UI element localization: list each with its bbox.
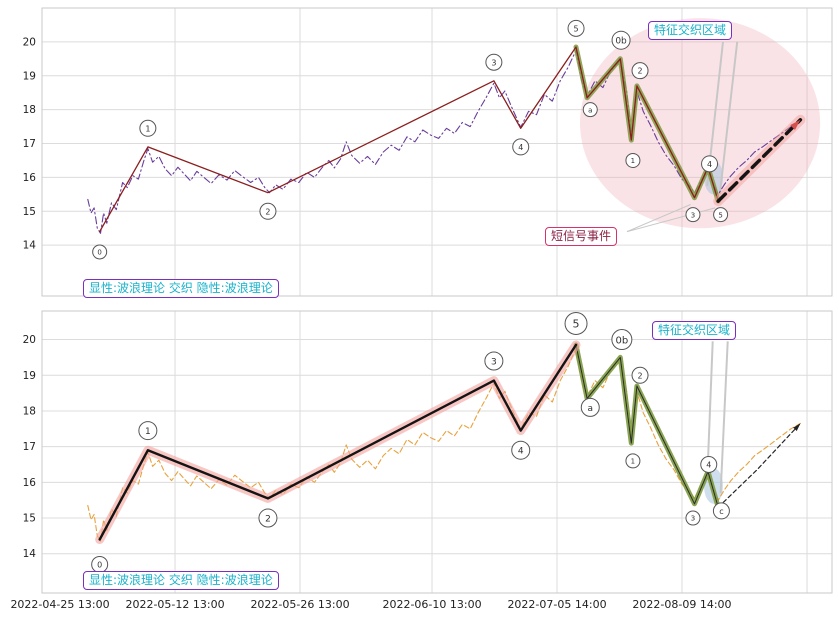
wave-marker	[611, 30, 631, 50]
wave-marker	[564, 311, 588, 335]
callout-line	[706, 341, 714, 461]
callout-line	[626, 204, 691, 233]
wave-marker-label: 2	[637, 67, 642, 76]
plot-background	[42, 8, 832, 296]
feature-zone-ellipse	[579, 18, 821, 229]
callout-line	[718, 41, 739, 195]
wave-marker	[685, 510, 701, 526]
wave-marker-label: 1	[145, 124, 150, 133]
wave-marker	[712, 502, 730, 520]
wave-marker	[139, 119, 157, 137]
top-panel-chart: 14 15 16 17 18 19 20 0 1 2 3 4 5 a 0b 2 1 3 4 5	[23, 7, 833, 297]
wave-marker	[611, 329, 633, 351]
wave-marker	[700, 455, 718, 473]
wave-marker-label: 5	[573, 318, 580, 331]
wave-marker-label: 0	[97, 560, 102, 569]
explicit-wave	[99, 46, 719, 233]
projection-arrowhead	[790, 119, 801, 130]
wave-marker	[484, 351, 504, 371]
wave-marker-label: a	[588, 404, 594, 414]
wave-marker	[701, 155, 719, 173]
x-tick-label: 2022-08-09 14:00	[632, 598, 732, 611]
wave-marker	[685, 207, 701, 223]
wave-marker-label: 4	[706, 461, 711, 470]
wave-marker	[511, 440, 531, 460]
x-tick-label: 2022-07-05 14:00	[507, 598, 607, 611]
projection-arrowhead	[793, 423, 801, 431]
wave-marker-label: 5	[573, 24, 578, 33]
wave-marker-label: a	[588, 106, 592, 114]
wave-marker	[713, 207, 729, 223]
bottom-panel-chart: 14 15 16 17 18 19 20 0 1 2 3 4 5 a 0b 2 1 3 4 c	[23, 310, 833, 594]
y-tick-label: 14	[23, 240, 37, 252]
wave-marker	[582, 102, 598, 118]
wave-marker	[138, 421, 158, 441]
wave-marker-label: 3	[691, 515, 695, 523]
wave-marker-label: 1	[145, 427, 151, 437]
wave-marker	[580, 397, 600, 417]
wave-marker	[631, 62, 649, 80]
y-tick-label: 15	[23, 513, 36, 525]
legend-label-top: 显性:波浪理论 交织 隐性:波浪理论	[83, 279, 279, 298]
plot-frame	[41, 310, 833, 594]
legend-label-bottom: 显性:波浪理论 交织 隐性:波浪理论	[83, 571, 279, 590]
wave-marker-label: 0b	[616, 335, 629, 346]
x-tick-label: 2022-05-12 13:00	[125, 598, 225, 611]
wave-marker-label: 0b	[615, 37, 627, 47]
wave-marker-label: c	[719, 507, 723, 516]
wave-marker	[92, 244, 108, 260]
y-tick-label: 18	[23, 405, 36, 417]
wave-marker-label: 4	[518, 143, 523, 152]
y-tick-label: 16	[23, 477, 37, 489]
y-tick-label: 14	[23, 548, 37, 560]
wave-marker-label: 2	[637, 371, 642, 380]
y-tick-label: 17	[23, 138, 36, 150]
y-tick-label: 16	[23, 172, 37, 184]
wave-marker-label: 2	[265, 514, 271, 524]
wave-marker	[512, 138, 530, 156]
x-tick-label: 2022-05-26 13:00	[250, 598, 350, 611]
y-tick-label: 18	[23, 104, 36, 116]
explicit-wave	[98, 343, 578, 541]
wave-marker-label: 3	[491, 357, 497, 367]
wave-marker	[631, 366, 649, 384]
feature-zone-label-bottom: 特征交织区域	[652, 321, 737, 340]
plot-background	[42, 311, 832, 593]
y-tick-label: 20	[23, 334, 36, 346]
y-tick-label: 20	[23, 36, 36, 48]
y-tick-label: 15	[23, 206, 36, 218]
callout-line	[626, 207, 716, 233]
projection	[716, 118, 803, 203]
wave-marker	[259, 202, 277, 220]
y-tick-label: 19	[23, 70, 36, 82]
x-tick-label: 2022-04-25 13:00	[10, 598, 110, 611]
plot-frame	[41, 7, 833, 297]
wave-marker	[567, 19, 585, 37]
wave-marker	[485, 53, 503, 71]
x-tick-label: 2022-06-10 13:00	[382, 598, 482, 611]
wave-marker-label: 4	[707, 160, 712, 169]
wave-marker-label: 5	[718, 211, 722, 219]
price-line-orange	[87, 347, 801, 542]
y-tick-label: 19	[23, 370, 36, 382]
feature-zone-label-top: 特征交织区域	[648, 21, 733, 40]
wave-marker-label: 0	[97, 249, 101, 257]
price-line-purple	[87, 49, 801, 234]
wave-marker	[625, 453, 641, 469]
wave-marker-label: 3	[491, 58, 496, 67]
wave-marker-label: 2	[265, 207, 270, 216]
short-signal-label: 短信号事件	[545, 227, 618, 246]
y-tick-label: 17	[23, 441, 36, 453]
callout-line	[719, 341, 729, 494]
x-axis-labels: 2022-04-25 13:00 2022-05-12 13:00 2022-05-…	[0, 598, 839, 616]
wave-marker-label: 1	[631, 458, 635, 466]
projection	[717, 422, 802, 508]
wave-marker	[625, 152, 641, 168]
wave-marker-label: 4	[518, 447, 524, 457]
wave-marker-label: 3	[691, 211, 695, 219]
wave-marker-label: 1	[631, 157, 635, 165]
wave-marker	[258, 508, 278, 528]
